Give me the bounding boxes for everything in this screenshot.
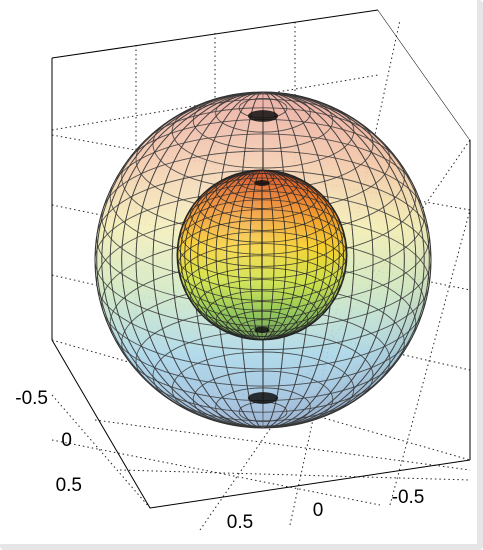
box-edge	[51, 339, 151, 509]
grid-line	[51, 439, 381, 506]
left-axis-tick-label: 0.5	[56, 475, 82, 496]
bottom-axis-tick-label: -0.5	[392, 487, 425, 508]
grid-line	[94, 419, 471, 471]
left-axis-tick-label: -0.5	[15, 388, 48, 409]
bottom-axis-tick-label: 0	[313, 500, 324, 521]
grid-line	[51, 74, 379, 131]
inner-sphere-surface	[176, 169, 348, 341]
axes-box	[51, 0, 471, 509]
bottom-axis-tick-label: 0.5	[227, 512, 253, 533]
grid-line	[289, 19, 401, 526]
box-edge	[149, 459, 471, 509]
grid-line	[119, 469, 471, 481]
plot-3d[interactable]: -0.5 0 0.5 0.5 0 -0.5	[0, 0, 477, 544]
grid-line	[389, 209, 471, 506]
left-axis-tick-label: 0	[61, 430, 72, 451]
tick-labels: -0.5 0 0.5 0.5 0 -0.5	[15, 388, 424, 533]
